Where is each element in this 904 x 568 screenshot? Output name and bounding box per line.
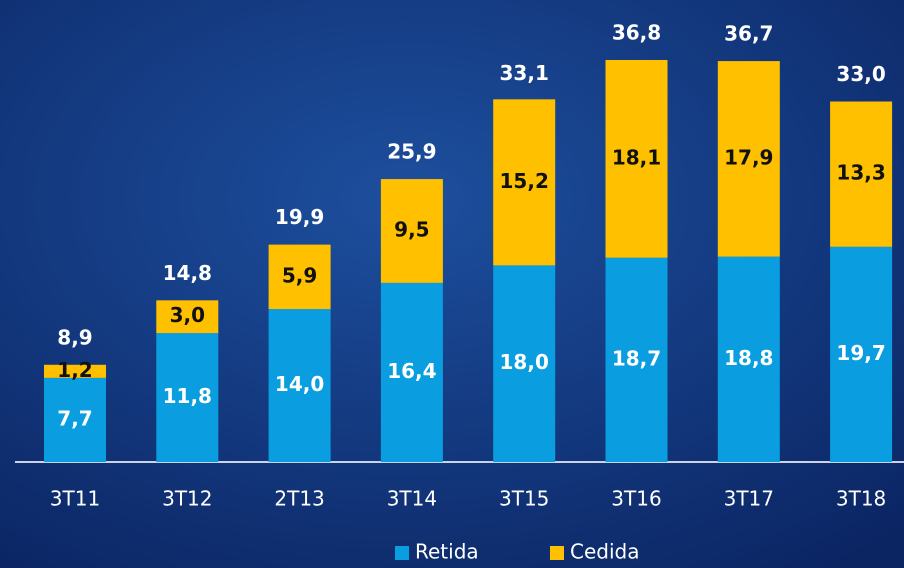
bar-segment <box>605 60 668 258</box>
bar-segment <box>44 377 106 462</box>
bar-segment <box>380 179 443 283</box>
value-label: 13,3 <box>836 161 885 185</box>
total-label: 8,9 <box>57 325 92 349</box>
value-label: 17,9 <box>724 145 773 169</box>
x-tick-label: 3T17 <box>724 487 774 511</box>
legend-swatch <box>395 546 409 560</box>
value-label: 11,8 <box>163 384 212 408</box>
bar-segment <box>830 101 893 247</box>
total-label: 14,8 <box>163 261 212 285</box>
x-tick-label: 3T18 <box>836 487 886 511</box>
value-label: 18,8 <box>724 346 773 370</box>
value-label: 9,5 <box>394 217 429 241</box>
value-label: 7,7 <box>57 406 92 430</box>
value-label: 1,2 <box>57 358 92 382</box>
x-tick-label: 3T15 <box>499 487 549 511</box>
bar-segment <box>830 246 893 462</box>
value-label: 15,2 <box>500 169 549 193</box>
total-label: 25,9 <box>387 140 436 164</box>
total-label: 19,9 <box>275 205 324 229</box>
value-label: 16,4 <box>387 359 436 383</box>
bar-segment <box>493 99 556 266</box>
bar-segment <box>380 282 443 462</box>
legend-label: Retida <box>415 540 479 564</box>
x-tick-label: 3T12 <box>162 487 212 511</box>
x-tick-label: 2T13 <box>274 487 324 511</box>
total-label: 33,1 <box>500 61 549 85</box>
bar-segment <box>156 333 219 462</box>
value-label: 3,0 <box>170 303 205 327</box>
total-label: 36,7 <box>724 22 773 46</box>
value-label: 18,7 <box>612 346 661 370</box>
x-tick-label: 3T16 <box>611 487 661 511</box>
bar-segment <box>44 364 106 378</box>
total-label: 33,0 <box>836 62 885 86</box>
value-label: 18,0 <box>500 350 549 374</box>
bar-segment <box>605 257 668 462</box>
value-label: 5,9 <box>282 263 317 287</box>
bar-segment <box>717 256 780 462</box>
legend-swatch <box>550 546 564 560</box>
bar-segment <box>493 265 556 462</box>
bar-segment <box>268 244 331 310</box>
value-label: 18,1 <box>612 145 661 169</box>
value-label: 19,7 <box>836 341 885 365</box>
value-label: 14,0 <box>275 372 324 396</box>
bar-segment <box>717 61 780 257</box>
legend-label: Cedida <box>570 540 639 564</box>
bar-segment <box>268 309 331 462</box>
x-tick-label: 3T11 <box>50 487 100 511</box>
total-label: 36,8 <box>612 21 661 45</box>
bar-segment <box>156 300 219 334</box>
x-tick-label: 3T14 <box>387 487 437 511</box>
